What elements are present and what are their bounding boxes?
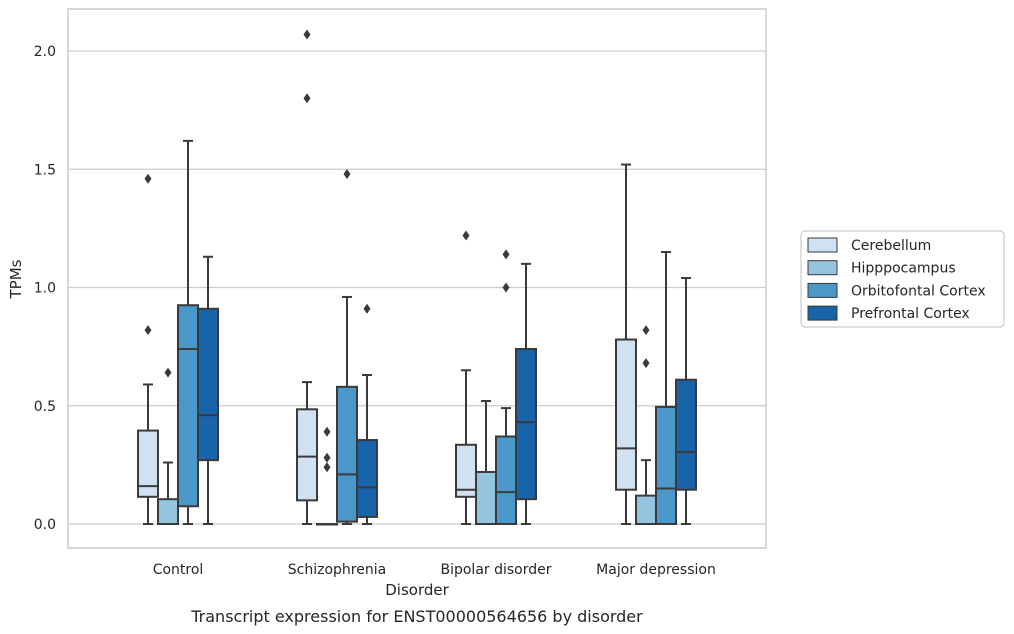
outlier-point	[462, 230, 470, 241]
box-3-2	[515, 262, 537, 525]
x-tick-label: Schizophrenia	[288, 562, 386, 578]
box-iqr	[635, 494, 657, 525]
outlier-point	[164, 367, 172, 378]
outlier-point	[502, 282, 510, 293]
outlier-point	[502, 249, 510, 260]
box-iqr	[177, 304, 199, 508]
legend-frame	[800, 230, 1005, 328]
box-iqr	[296, 408, 318, 502]
legend-label: Cerebellum	[851, 238, 931, 254]
legend-label: Prefrontal Cortex	[851, 306, 970, 322]
legend-swatch	[807, 237, 838, 253]
y-tick-label: 0.0	[34, 517, 56, 533]
box-2-0	[177, 139, 199, 525]
outlier-point	[144, 173, 152, 184]
box-iqr	[455, 443, 477, 498]
y-tick-label: 2.0	[34, 44, 56, 60]
outlier-point	[642, 325, 650, 336]
outlier-point	[343, 168, 351, 179]
y-tick-label: 0.5	[34, 399, 56, 415]
box-iqr	[197, 307, 219, 462]
box-iqr	[336, 385, 358, 523]
chart-caption: Transcript expression for ENST0000056465…	[190, 607, 643, 626]
boxes	[137, 29, 697, 526]
box-iqr	[655, 405, 677, 525]
box-iqr	[356, 439, 378, 518]
outlier-point	[642, 358, 650, 369]
box-3-3	[675, 277, 697, 525]
outlier-point	[303, 93, 311, 104]
outlier-point	[303, 29, 311, 40]
x-tick-label: Major depression	[596, 562, 716, 578]
x-axis-label: Disorder	[385, 581, 449, 599]
x-tick-labels: Control Schizophrenia Bipolar disorder Majo…	[153, 562, 716, 578]
box-0-0	[137, 173, 159, 525]
box-iqr	[495, 435, 517, 525]
y-tick-labels: 0.0 0.5 1.0 1.5 2.0	[34, 44, 56, 533]
box-2-3	[655, 251, 677, 525]
box-0-1	[296, 29, 318, 525]
box-iqr	[157, 498, 179, 526]
legend-label: Orbitofontal Cortex	[851, 283, 986, 299]
y-axis-label: TPMs	[7, 259, 25, 299]
box-iqr	[515, 347, 537, 501]
x-tick-label: Control	[153, 562, 204, 578]
box-3-1	[356, 303, 378, 525]
y-tick-label: 1.0	[34, 281, 56, 297]
box-iqr	[675, 378, 697, 491]
box-2-2	[495, 249, 517, 525]
legend-swatch	[807, 260, 838, 276]
outlier-point	[323, 462, 331, 473]
outlier-point	[363, 303, 371, 314]
outlier-point	[323, 452, 331, 463]
legend: Cerebellum Hipppocampus Orbitofontal Corte…	[800, 230, 1005, 328]
plot-frame	[67, 8, 767, 549]
box-0-2	[455, 230, 477, 525]
box-0-3	[615, 163, 637, 525]
outlier-point	[144, 325, 152, 336]
box-iqr	[137, 429, 159, 498]
outlier-point	[323, 426, 331, 437]
y-tick-label: 1.5	[34, 162, 56, 178]
legend-swatch	[807, 282, 838, 298]
box-1-1	[316, 426, 338, 526]
x-tick-label: Bipolar disorder	[440, 562, 551, 578]
box-1-0	[157, 367, 179, 526]
box-1-3	[635, 325, 657, 525]
box-iqr	[615, 338, 637, 491]
box-iqr	[475, 470, 497, 525]
box-3-0	[197, 255, 219, 525]
legend-swatch	[807, 305, 838, 321]
box-2-1	[336, 168, 358, 525]
legend-label: Hipppocampus	[851, 261, 956, 277]
box-1-2	[475, 400, 497, 525]
